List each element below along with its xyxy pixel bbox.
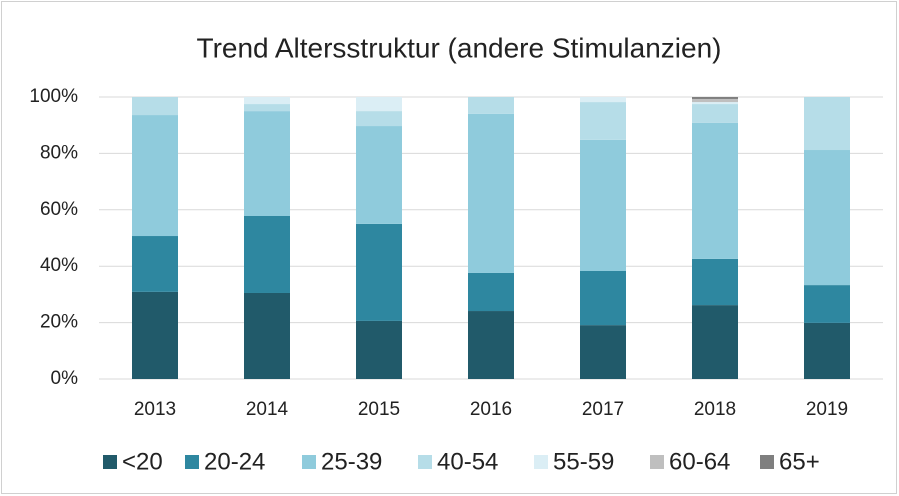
- legend-swatch: [103, 455, 117, 469]
- x-tick-label: 2018: [694, 399, 736, 420]
- legend-label: 65+: [779, 448, 820, 475]
- legend-label: 40-54: [437, 448, 498, 475]
- x-tick-label: 2013: [134, 399, 176, 420]
- bar-segment: [244, 97, 290, 105]
- bar-segment: [804, 150, 850, 286]
- bar-segment: [692, 98, 738, 103]
- bar-segment: [692, 104, 738, 123]
- bar-segment: [244, 111, 290, 217]
- legend-swatch: [185, 455, 199, 469]
- bar-segment: [804, 322, 850, 379]
- legend-swatch: [534, 455, 548, 469]
- bar-segment: [132, 115, 178, 237]
- legend-label: 55-59: [553, 448, 614, 475]
- bar-segment: [132, 97, 178, 116]
- bar-segment: [356, 97, 402, 112]
- bar-segment: [244, 292, 290, 379]
- bar-segment: [580, 325, 626, 379]
- legend-swatch: [650, 455, 664, 469]
- legend-swatch: [418, 455, 432, 469]
- bar-segment: [356, 223, 402, 321]
- legend-label: <20: [122, 448, 163, 475]
- bar-segment: [580, 97, 626, 103]
- bar-segment: [356, 111, 402, 127]
- bar-segment: [468, 272, 514, 312]
- x-tick-label: 2014: [246, 399, 289, 420]
- bar-segment: [804, 97, 850, 151]
- y-tick-label: 40%: [40, 255, 78, 276]
- bar-segment: [580, 139, 626, 271]
- legend-swatch: [302, 455, 316, 469]
- bar-segment: [356, 320, 402, 379]
- bar-segment: [468, 311, 514, 379]
- y-tick-label: 80%: [40, 142, 78, 163]
- bar-segment: [132, 236, 178, 292]
- x-tick-label: 2016: [470, 399, 512, 420]
- bar-segment: [468, 113, 514, 273]
- bar-segment: [244, 104, 290, 112]
- bar-segment: [468, 97, 514, 114]
- chart-title: Trend Altersstruktur (andere Stimulanzie…: [197, 32, 722, 63]
- bar-segment: [692, 102, 738, 105]
- legend-label: 25-39: [321, 448, 382, 475]
- bar-segment: [804, 285, 850, 323]
- bar-segment: [356, 126, 402, 224]
- x-tick-label: 2015: [358, 399, 400, 420]
- bar-segment: [692, 305, 738, 379]
- bar-segment: [132, 291, 178, 379]
- bar-segment: [692, 97, 738, 99]
- bar-segment: [580, 270, 626, 326]
- legend-label: 20-24: [204, 448, 265, 475]
- legend-swatch: [760, 455, 774, 469]
- x-tick-label: 2019: [806, 399, 848, 420]
- y-tick-label: 0%: [51, 368, 79, 389]
- bar-segment: [580, 102, 626, 140]
- x-tick-label: 2017: [582, 399, 624, 420]
- bar-segment: [692, 258, 738, 306]
- y-tick-label: 100%: [29, 86, 78, 107]
- legend-label: 60-64: [669, 448, 730, 475]
- bar-segment: [244, 216, 290, 293]
- bar-segment: [692, 122, 738, 259]
- y-tick-label: 60%: [40, 199, 78, 220]
- y-tick-label: 20%: [40, 312, 78, 333]
